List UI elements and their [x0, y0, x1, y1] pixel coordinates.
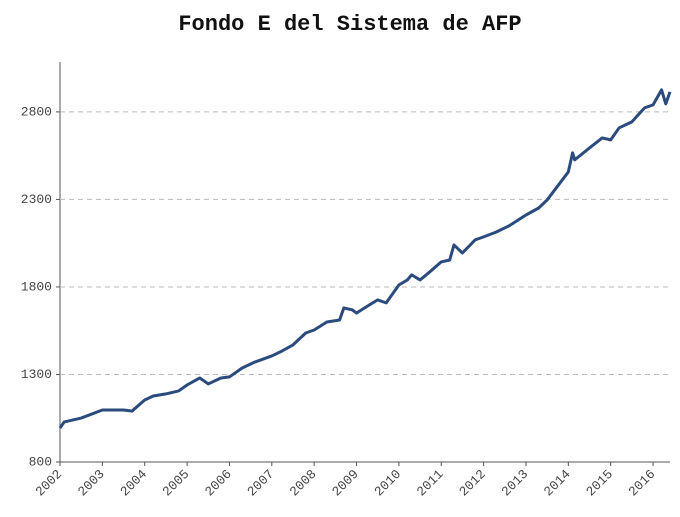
x-tick-label: 2016: [626, 467, 659, 500]
x-tick-label: 2005: [160, 467, 193, 500]
chart-title: Fondo E del Sistema de AFP: [178, 12, 521, 37]
x-tick-label: 2004: [117, 467, 150, 500]
x-tick-label: 2011: [414, 467, 447, 500]
line-series: [58, 88, 672, 429]
y-tick-label: 2300: [21, 192, 52, 207]
x-tick-label: 2009: [329, 467, 362, 500]
x-tick-label: 2002: [33, 467, 66, 500]
y-tick-label: 800: [29, 454, 52, 469]
x-tick-label: 2013: [499, 467, 532, 500]
x-tick-label: 2014: [541, 467, 574, 500]
x-tick-label: 2008: [287, 467, 320, 500]
x-tick-label: 2015: [583, 467, 616, 500]
x-tick-label: 2012: [456, 467, 489, 500]
y-tick-label: 1800: [21, 279, 52, 294]
y-tick-label: 2800: [21, 104, 52, 119]
y-tick-label: 1300: [21, 367, 52, 382]
x-tick-label: 2003: [75, 467, 108, 500]
x-tick-label: 2006: [202, 467, 235, 500]
x-tick-label: 2010: [371, 467, 404, 500]
x-tick-label: 2007: [244, 467, 277, 500]
